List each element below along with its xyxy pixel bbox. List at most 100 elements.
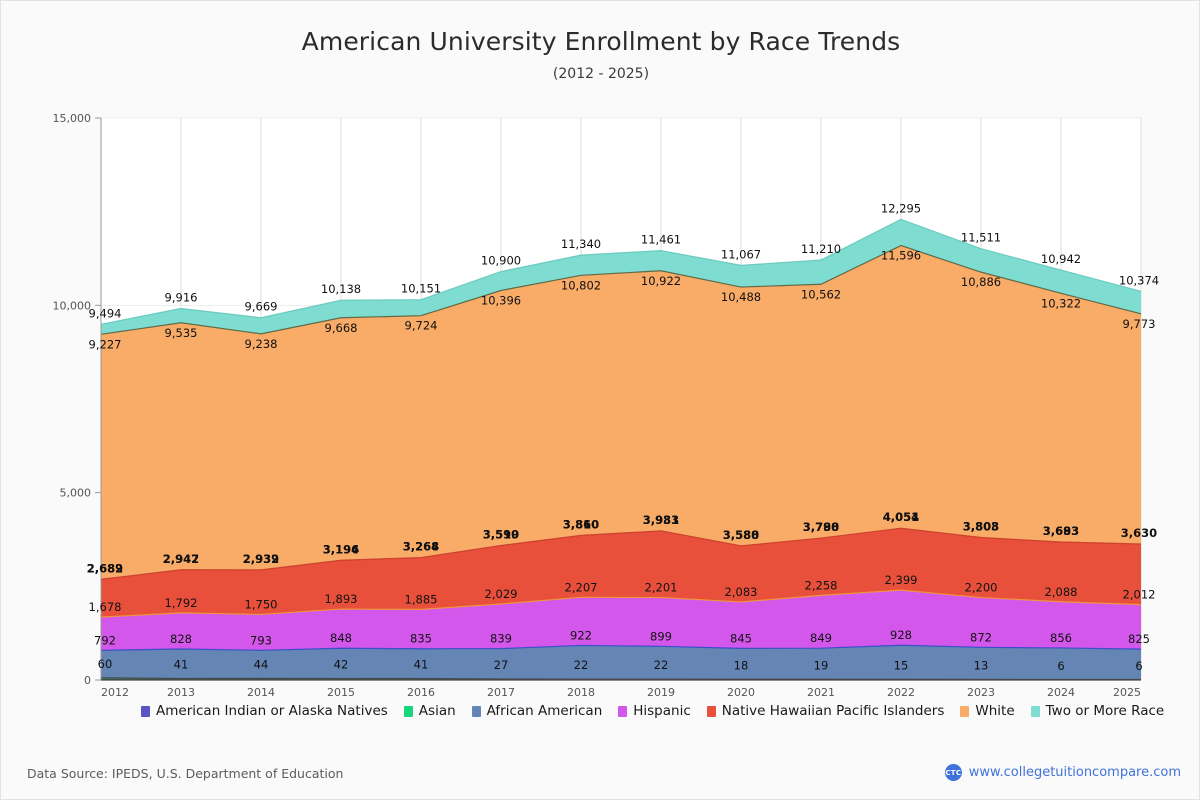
legend-swatch-icon: [471, 705, 481, 717]
data-point-label: 2,029: [485, 587, 518, 601]
x-axis-tick-label: 2024: [1047, 686, 1075, 696]
data-point-label: 2,682: [87, 561, 123, 575]
data-point-label: 11,596: [881, 249, 921, 263]
legend-item-4[interactable]: Native Hawaiian Pacific Islanders: [706, 701, 945, 721]
brand-link[interactable]: CTC www.collegetuitioncompare.com: [944, 764, 1181, 781]
legend-swatch-icon: [141, 705, 150, 717]
brand-url-text: www.collegetuitioncompare.com: [968, 765, 1181, 780]
data-point-label: 792: [94, 633, 116, 647]
legend-item-2[interactable]: African American: [471, 701, 602, 721]
data-point-label: 11,210: [801, 242, 841, 256]
y-axis-tick-label: 5,000: [60, 487, 92, 500]
legend-item-3[interactable]: Hispanic: [618, 701, 691, 721]
data-point-label: 10,396: [481, 293, 521, 307]
data-point-label: 3,693: [1043, 524, 1079, 538]
data-point-label: 1,792: [165, 596, 198, 610]
data-point-label: 10,488: [721, 290, 761, 304]
data-source-note: Data Source: IPEDS, U.S. Department of E…: [27, 766, 344, 781]
data-point-label: 1,885: [405, 592, 438, 606]
x-axis-tick-label: 2012: [101, 686, 129, 696]
axis-group: 0 5,000 10,000 15,000 2012 2013 2014 2015 2016 20…: [53, 112, 1141, 696]
data-point-label: 9,535: [165, 326, 198, 340]
legend-label: Native Hawaiian Pacific Islanders: [721, 703, 945, 719]
legend-label: White: [975, 703, 1015, 719]
data-point-label: 3,790: [803, 520, 839, 534]
data-point-label: 10,942: [1041, 252, 1081, 266]
data-point-label: 3,519: [483, 527, 519, 541]
data-point-label: 10,374: [1119, 273, 1159, 287]
data-point-label: 18: [734, 658, 749, 672]
data-point-label: 848: [330, 631, 352, 645]
data-labels-group: 9,494 9,916 9,669 10,138 10,151 10,900 11,340 1…: [87, 201, 1159, 672]
data-point-label: 3,264: [403, 540, 439, 554]
data-point-label: 928: [890, 628, 912, 642]
data-point-label: 899: [650, 629, 672, 643]
data-point-label: 1,750: [245, 597, 278, 611]
data-point-label: 2,200: [965, 581, 998, 595]
data-point-label: 3,803: [963, 520, 999, 534]
data-point-label: 10,900: [481, 254, 521, 268]
ctc-logo-icon: CTC: [944, 764, 962, 781]
data-point-label: 3,933: [643, 513, 679, 527]
data-point-label: 872: [970, 630, 992, 644]
legend-swatch-icon: [618, 705, 628, 717]
y-axis-tick-label: 10,000: [53, 299, 92, 312]
data-point-label: 10,322: [1041, 296, 1081, 310]
data-point-label: 793: [250, 633, 272, 647]
stacked-area-chart: 0 5,000 10,000 15,000 2012 2013 2014 2015 2016 20…: [53, 112, 1160, 696]
data-point-label: 9,238: [245, 337, 278, 351]
data-point-label: 3,630: [1121, 526, 1157, 540]
legend-label: Two or More Race: [1045, 703, 1165, 719]
data-point-label: 4,051: [883, 510, 919, 524]
data-point-label: 922: [570, 628, 592, 642]
data-point-label: 2,689: [87, 561, 123, 575]
legend-swatch-icon: [960, 705, 970, 717]
data-point-label: 22: [654, 658, 669, 672]
legend-item-0[interactable]: American Indian or Alaska Natives: [141, 701, 388, 721]
data-point-label: 3,810: [563, 517, 599, 531]
legend-item-1[interactable]: Asian: [403, 701, 456, 721]
data-point-label: 22: [574, 658, 589, 672]
area-series-group: [100, 218, 1142, 681]
data-point-label: 2,012: [1123, 588, 1156, 602]
data-point-label: 3,808: [963, 520, 999, 534]
data-point-label: 42: [334, 657, 349, 671]
data-point-label: 9,724: [405, 319, 438, 333]
data-point-label: 2,399: [885, 573, 918, 587]
data-point-label: 835: [410, 632, 432, 646]
x-axis-tick-label: 2017: [487, 686, 515, 696]
data-point-label: 3,580: [723, 528, 759, 542]
x-axis-tick-label: 2023: [967, 686, 995, 696]
data-point-label: 10,151: [401, 282, 441, 296]
legend-label: Asian: [418, 703, 456, 719]
x-axis-tick-label: 2019: [647, 686, 675, 696]
data-point-label: 10,562: [801, 287, 841, 301]
data-point-label: 3,788: [803, 520, 839, 534]
legend-swatch-icon: [706, 705, 716, 717]
data-point-label: 10,802: [561, 278, 601, 292]
data-point-label: 3,981: [643, 513, 679, 527]
data-point-label: 41: [414, 657, 429, 671]
data-point-label: 19: [814, 658, 829, 672]
data-point-label: 11,461: [641, 233, 681, 247]
data-point-label: 6: [1057, 659, 1064, 673]
legend-item-6[interactable]: Two or More Race: [1030, 701, 1165, 721]
data-point-label: 11,067: [721, 247, 761, 261]
data-point-label: 11,511: [961, 231, 1001, 245]
data-point-label: 2,083: [725, 585, 758, 599]
data-point-label: 2,939: [243, 552, 279, 566]
chart-legend: American Indian or Alaska Natives Asian Af…: [141, 701, 1181, 721]
data-point-label: 849: [810, 631, 832, 645]
data-point-label: 9,227: [89, 337, 122, 351]
data-point-label: 9,916: [165, 290, 198, 304]
data-point-label: 9,668: [325, 321, 358, 335]
data-point-label: 3,194: [323, 542, 359, 556]
legend-label: American Indian or Alaska Natives: [156, 703, 388, 719]
data-point-label: 27: [494, 658, 509, 672]
legend-item-5[interactable]: White: [960, 701, 1015, 721]
x-axis-tick-label: 2015: [327, 686, 355, 696]
data-point-label: 825: [1128, 632, 1150, 646]
data-point-label: 856: [1050, 631, 1072, 645]
data-point-label: 9,494: [89, 306, 122, 320]
